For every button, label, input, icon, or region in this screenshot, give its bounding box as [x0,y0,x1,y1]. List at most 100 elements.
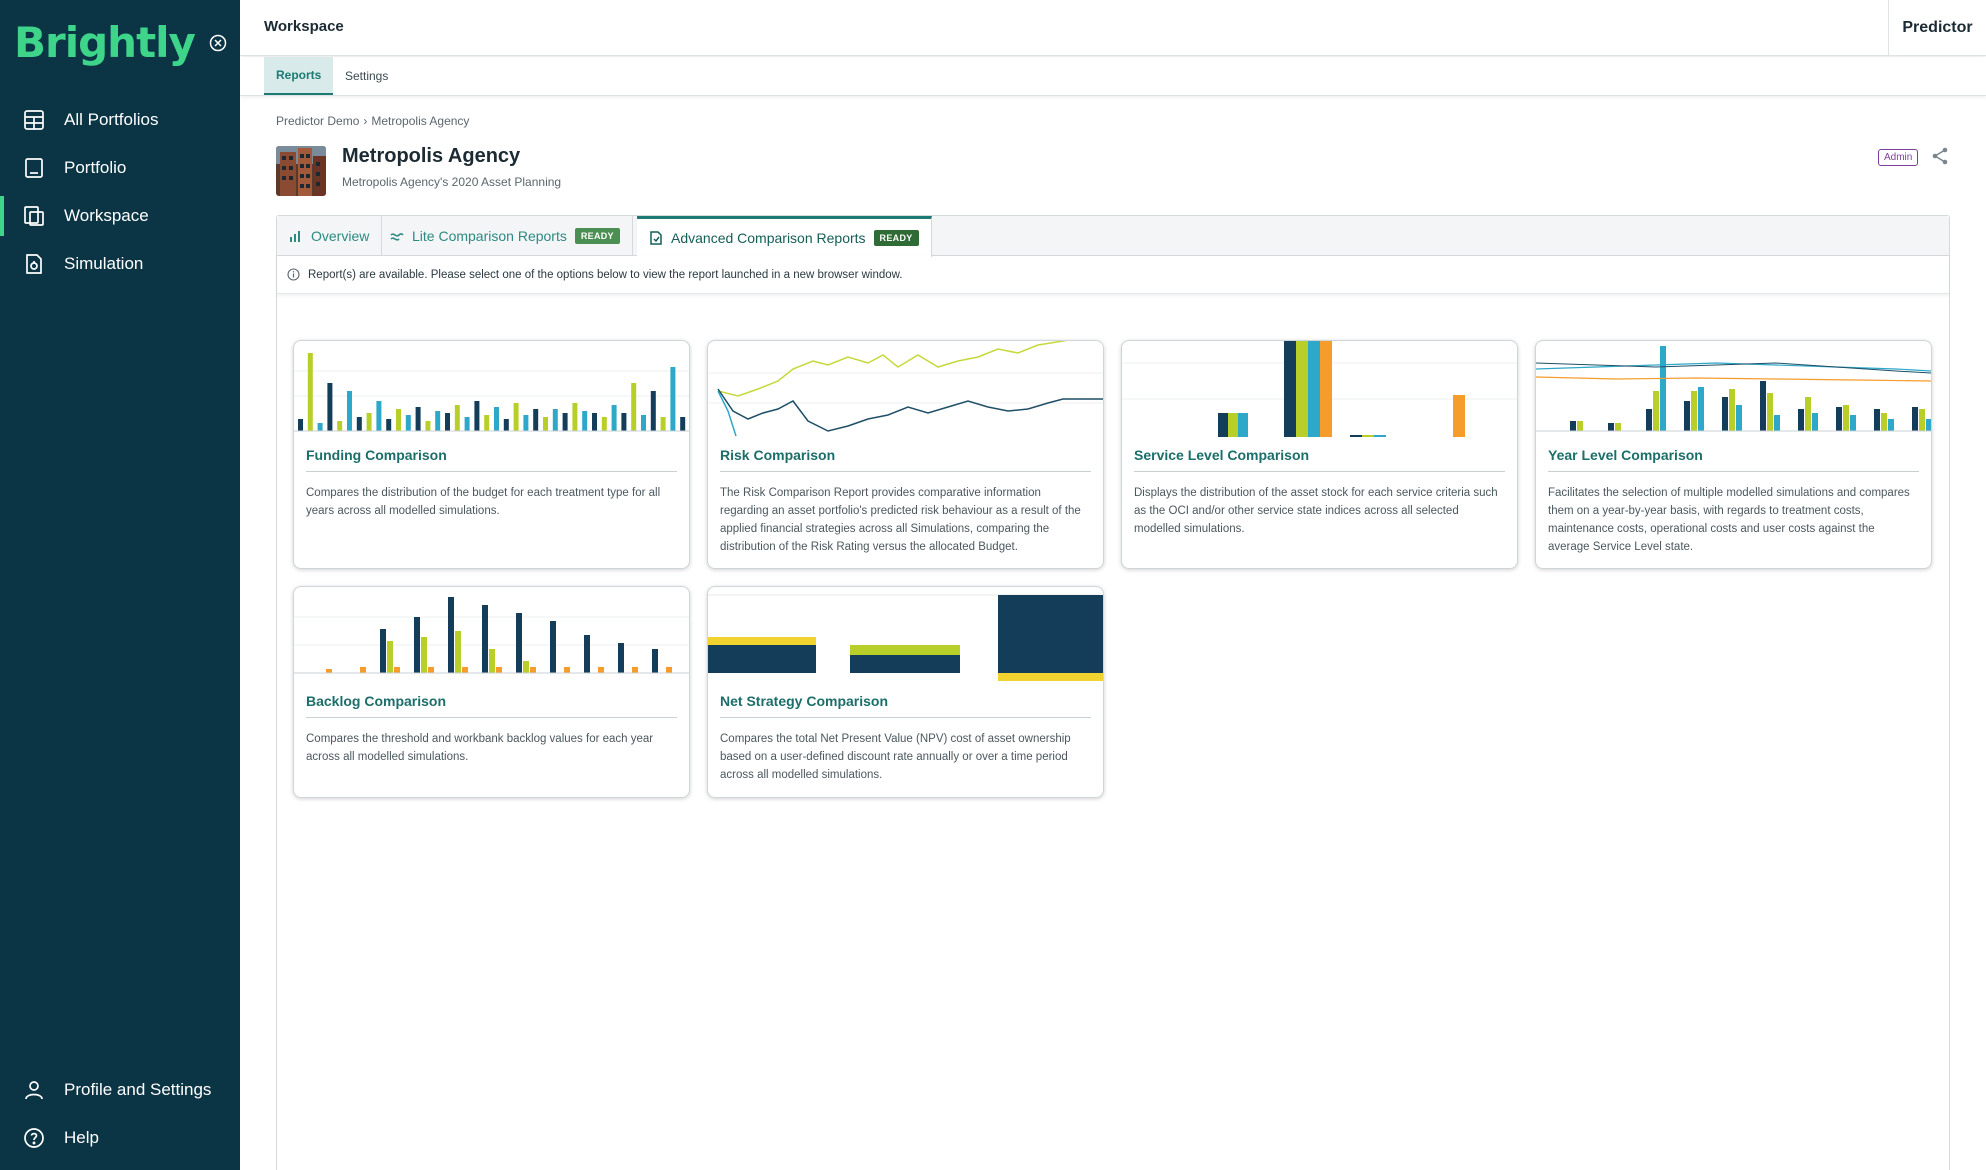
logo-row: Brightly [14,18,227,67]
backlog-bar [428,667,434,673]
funding-bar [464,417,470,431]
sidebar-item-simulation[interactable]: Simulation [0,240,240,288]
funding-bar [307,353,313,431]
role-badge: Admin [1878,149,1919,166]
funding-bar [337,421,343,431]
year-level-bar [1805,397,1811,431]
backlog-bar [496,667,502,673]
main-content: Workspace Predictor Reports Settings Pre… [240,0,1986,1170]
report-tabs: Overview Lite Comparison Reports READY A… [277,216,1949,257]
year-level-bar [1874,409,1880,431]
user-icon [25,1081,43,1100]
card-title: Service Level Comparison [1134,447,1310,463]
report-card-year-level-comparison[interactable]: Year Level Comparison Facilitates the se… [1535,340,1932,569]
report-card-funding-comparison[interactable]: Funding Comparison Compares the distribu… [293,340,690,569]
tab-overview[interactable]: Overview [277,216,383,256]
backlog-bar [482,605,488,673]
funding-bar [366,413,372,431]
backlog-bar [632,667,638,673]
funding-bar [543,417,548,431]
funding-bar [631,383,637,431]
year-level-bar [1888,419,1894,431]
year-level-bar [1608,423,1614,431]
tab-reports[interactable]: Reports [264,57,334,95]
product-switcher[interactable]: Predictor [1888,0,1986,56]
ready-badge: READY [574,228,620,244]
tab-label: Advanced Comparison Reports [671,230,866,246]
brightly-logo[interactable]: Brightly [14,18,196,67]
sidebar-nav: All Portfolios Portfolio Workspace Simul… [0,96,240,288]
tab-settings[interactable]: Settings [345,69,389,83]
backlog-bar [652,649,658,673]
funding-chart-thumbnail [294,353,689,432]
backlog-bar [530,667,536,673]
backlog-bar [489,649,495,673]
funding-bar [650,391,656,431]
year-level-bar [1736,405,1742,431]
year-level-bar [1691,391,1697,431]
top-bar: Workspace Predictor [240,0,1986,56]
funding-bar [601,417,607,431]
funding-bar [396,409,401,431]
report-card-service-level-comparison[interactable]: Service Level Comparison Displays the di… [1121,340,1518,569]
backlog-bar [523,661,529,673]
year-level-bar [1570,421,1576,431]
sub-tabs: Reports Settings [240,57,1986,96]
card-description: Compares the distribution of the budget … [306,487,661,517]
sidebar-item-portfolio[interactable]: Portfolio [0,144,240,192]
funding-bar [356,417,362,431]
sidebar-item-profile-settings[interactable]: Profile and Settings [0,1066,240,1114]
breadcrumb-separator: › [363,114,368,128]
sidebar-item-label: Simulation [64,254,144,273]
page-title: Workspace [264,18,344,35]
risk-chart-thumbnail [708,341,1103,437]
report-card-risk-comparison[interactable]: Risk Comparison The Risk Comparison Repo… [707,340,1104,569]
card-title: Backlog Comparison [306,693,447,709]
funding-bar [680,417,686,431]
funding-bar [582,411,588,431]
tab-label: Lite Comparison Reports [412,228,567,244]
year-level-bar [1881,413,1887,431]
sidebar-item-label: Help [64,1128,99,1147]
funding-bar [641,415,646,431]
collapse-sidebar-icon[interactable] [209,34,227,52]
backlog-bar [598,667,604,673]
report-card-backlog-comparison[interactable]: Backlog Comparison Compares the threshol… [293,586,690,798]
card-divider [720,471,1091,472]
card-description: Displays the distribution of the asset s… [1134,487,1498,535]
funding-bar [415,407,421,431]
backlog-bar [394,667,400,673]
sidebar-item-label: All Portfolios [64,110,159,129]
funding-bar [533,409,539,431]
portfolios-icon [24,110,44,130]
breadcrumb: Predictor Demo › Metropolis Agency [276,114,469,128]
card-title: Year Level Comparison [1548,447,1703,463]
year-level-bar [1646,409,1652,431]
report-card-net-strategy-comparison[interactable]: Net Strategy Comparison Compares the tot… [707,586,1104,798]
card-divider [1548,471,1919,472]
wave-icon [390,233,404,241]
tab-label: Overview [311,228,370,244]
backlog-bar [666,667,672,673]
sidebar-item-label: Portfolio [64,158,127,177]
ready-badge: READY [873,230,919,246]
share-icon[interactable] [1930,146,1950,166]
sidebar-item-help[interactable]: Help [0,1114,240,1162]
tab-lite-comparison-reports[interactable]: Lite Comparison Reports READY [378,216,633,256]
card-title: Risk Comparison [720,447,836,463]
sidebar-item-all-portfolios[interactable]: All Portfolios [0,96,240,144]
backlog-bar [550,621,556,673]
year-level-bar [1760,381,1766,431]
tab-advanced-comparison-reports[interactable]: Advanced Comparison Reports READY [637,216,932,257]
year-level-bar [1615,423,1621,431]
sidebar-item-workspace[interactable]: Workspace [0,192,240,240]
funding-bar [494,407,499,431]
card-title: Net Strategy Comparison [720,693,889,709]
backlog-bar [516,613,522,673]
funding-bar [405,415,411,431]
backlog-bar [421,637,427,673]
funding-bar [347,391,352,431]
breadcrumb-link-predictor-demo[interactable]: Predictor Demo [276,114,360,128]
backlog-bar [455,631,461,673]
card-title: Funding Comparison [306,447,447,463]
